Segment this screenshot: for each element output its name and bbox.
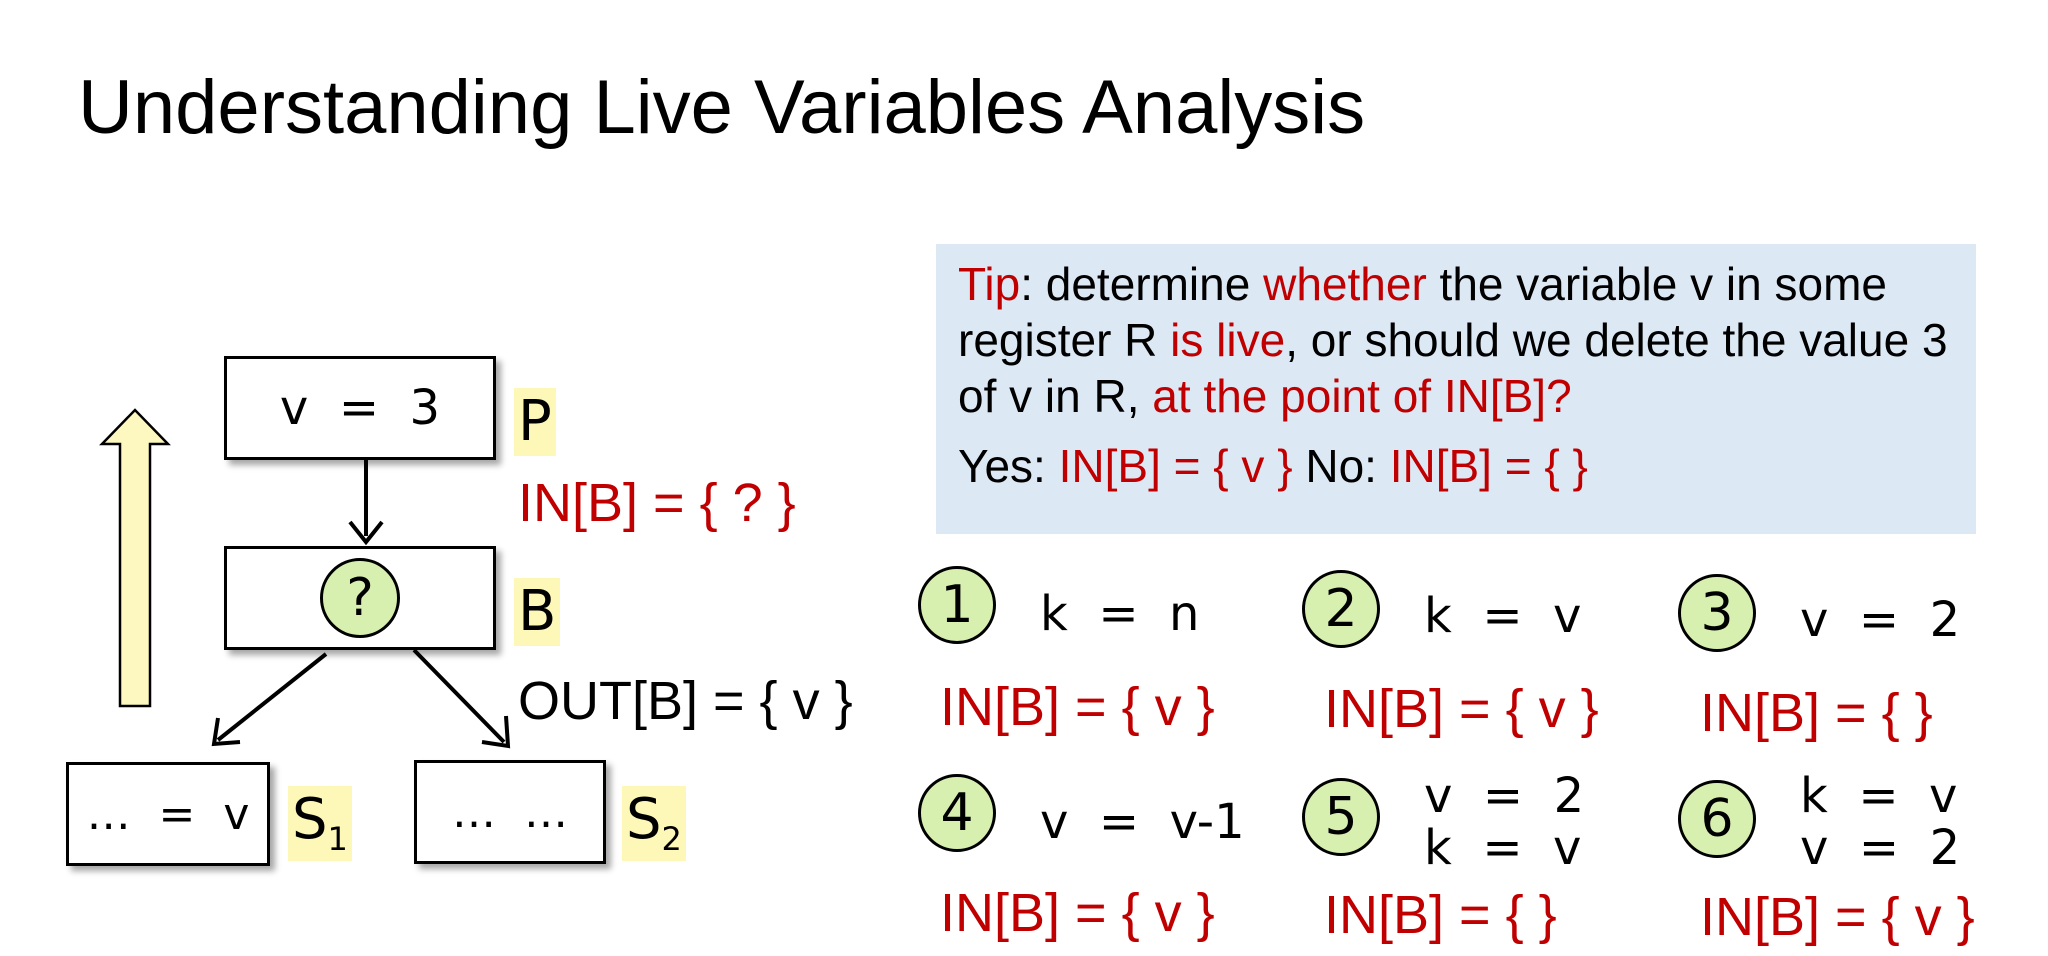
label-s2-sub: 2: [661, 820, 682, 858]
block-s2-code: … …: [452, 786, 568, 838]
block-p: v = 3: [224, 356, 496, 460]
block-b: ?: [224, 546, 496, 650]
yes-label: Yes:: [958, 440, 1059, 492]
tip-box: Tip: determine whether the variable v in…: [936, 244, 1976, 534]
question-circle: ?: [320, 558, 400, 638]
case-3-result: IN[B] = { }: [1700, 683, 1933, 743]
no-value: IN[B] = { }: [1389, 440, 1588, 492]
case-4-code: v = v-1: [1040, 794, 1245, 850]
label-p: P: [514, 388, 556, 456]
case-5-code: v = 2 k = v: [1424, 768, 1585, 876]
no-label: No:: [1292, 440, 1390, 492]
in-b-question: IN[B] = { ? }: [518, 473, 796, 533]
case-6-code: k = v v = 2: [1800, 768, 1961, 876]
label-s2-text: S: [626, 787, 662, 852]
tip-part3: , or should we delete the value 3 of v i…: [958, 314, 1948, 422]
tip-answers: Yes: IN[B] = { v } No: IN[B] = { }: [958, 438, 1954, 494]
case-2-code: k = v: [1424, 588, 1582, 644]
label-s1: S1: [288, 786, 352, 861]
tip-is-live: is live: [1170, 314, 1286, 366]
case-4-result: IN[B] = { v }: [940, 883, 1215, 943]
block-s1: … = v: [66, 762, 270, 866]
case-1-number: 1: [918, 566, 996, 644]
case-2-number: 2: [1302, 570, 1380, 648]
tip-part1: : determine: [1020, 258, 1264, 310]
edge-b-to-s2: [412, 648, 506, 744]
question-mark: ?: [346, 568, 374, 628]
case-6-number: 6: [1678, 780, 1756, 858]
label-b: B: [514, 578, 561, 646]
case-1-result: IN[B] = { v }: [940, 677, 1215, 737]
tip-text: Tip: determine whether the variable v in…: [958, 256, 1954, 424]
block-s1-code: … = v: [86, 788, 250, 840]
case-6-result: IN[B] = { v }: [1700, 887, 1975, 947]
case-4-number: 4: [918, 774, 996, 852]
yes-value: IN[B] = { v }: [1058, 440, 1293, 492]
block-s2: … …: [414, 760, 606, 864]
case-5-result: IN[B] = { }: [1324, 885, 1557, 945]
case-5-number: 5: [1302, 778, 1380, 856]
case-2-result: IN[B] = { v }: [1324, 679, 1599, 739]
case-3-number: 3: [1678, 574, 1756, 652]
tip-part2: the variable v in some register R: [958, 258, 1887, 366]
label-s1-sub: 1: [327, 820, 348, 858]
tip-whether: whether: [1263, 258, 1427, 310]
block-p-code: v = 3: [279, 380, 441, 436]
tip-word: Tip: [958, 258, 1021, 310]
slide-title: Understanding Live Variables Analysis: [78, 65, 1366, 150]
tip-at-point: at the point of IN[B]?: [1152, 370, 1572, 422]
case-1-code: k = n: [1040, 586, 1200, 642]
case-3-code: v = 2: [1800, 592, 1961, 648]
label-s1-text: S: [292, 787, 328, 852]
backward-flow-arrow: [99, 408, 171, 708]
label-s2: S2: [622, 786, 686, 861]
edge-b-to-s1: [216, 652, 328, 742]
out-b: OUT[B] = { v }: [518, 671, 853, 731]
